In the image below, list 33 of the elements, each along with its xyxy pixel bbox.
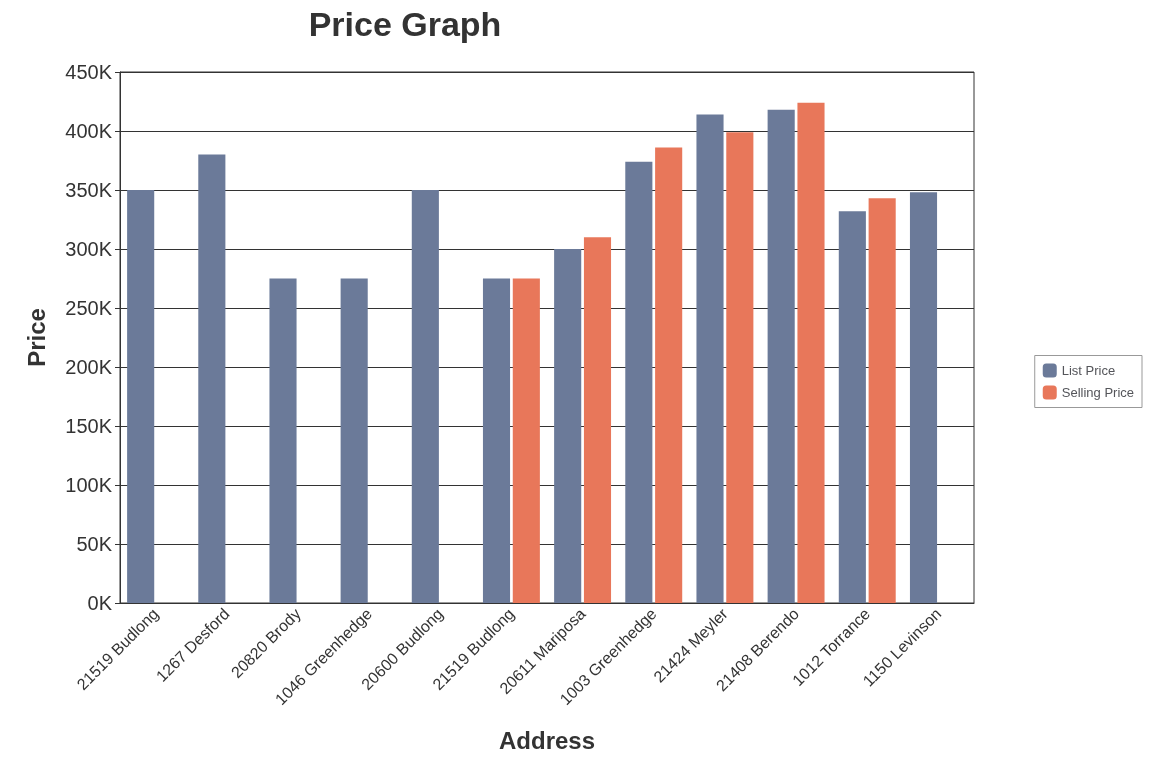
bar <box>625 161 653 603</box>
bar <box>838 211 866 603</box>
bar <box>868 198 896 603</box>
y-axis-title: Price <box>22 308 50 367</box>
bar <box>127 190 155 603</box>
bar <box>797 102 825 603</box>
bar <box>909 192 938 603</box>
bar <box>340 278 368 603</box>
y-tick-label: 50K <box>76 533 113 555</box>
y-tick-label: 300K <box>65 238 113 260</box>
chart-title: Price Graph <box>308 5 502 43</box>
bar <box>482 278 511 603</box>
y-tick-label: 100K <box>65 474 113 496</box>
y-tick-label: 200K <box>65 356 113 378</box>
y-tick-label: 250K <box>65 297 113 319</box>
legend-label: List Price <box>1061 363 1116 378</box>
y-tick-label: 150K <box>65 415 113 437</box>
legend-label: Selling Price <box>1061 385 1135 400</box>
y-tick-label: 350K <box>65 179 113 201</box>
bar <box>767 109 795 603</box>
bar <box>554 249 582 603</box>
y-tick-label: 0K <box>87 592 113 614</box>
bar <box>655 147 683 603</box>
y-tick-label: 400K <box>65 120 113 142</box>
bar <box>269 278 297 603</box>
bar <box>696 114 724 603</box>
bar <box>726 132 754 603</box>
bar <box>198 154 226 603</box>
bar <box>512 278 540 603</box>
y-tick-label: 450K <box>65 61 113 83</box>
bar <box>411 190 439 603</box>
bar <box>583 237 612 603</box>
x-axis-title: Address <box>498 726 596 754</box>
